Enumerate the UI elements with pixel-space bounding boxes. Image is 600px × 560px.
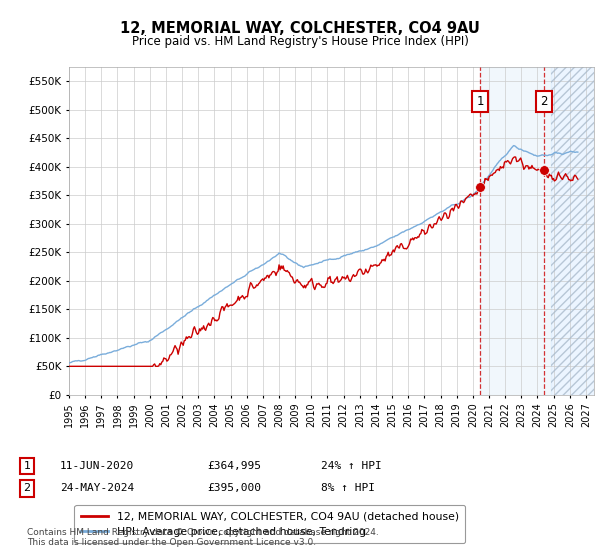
Text: £364,995: £364,995: [207, 461, 261, 471]
Text: 2: 2: [23, 483, 31, 493]
Text: Contains HM Land Registry data © Crown copyright and database right 2024.
This d: Contains HM Land Registry data © Crown c…: [27, 528, 379, 547]
Bar: [551, 67, 594, 395]
Text: 2: 2: [540, 95, 548, 108]
Bar: [480, 67, 551, 395]
Text: 12, MEMORIAL WAY, COLCHESTER, CO4 9AU: 12, MEMORIAL WAY, COLCHESTER, CO4 9AU: [120, 21, 480, 36]
Bar: [551, 67, 594, 395]
Legend: 12, MEMORIAL WAY, COLCHESTER, CO4 9AU (detached house), HPI: Average price, deta: 12, MEMORIAL WAY, COLCHESTER, CO4 9AU (d…: [74, 505, 465, 543]
Text: 24-MAY-2024: 24-MAY-2024: [60, 483, 134, 493]
Text: £395,000: £395,000: [207, 483, 261, 493]
Text: 8% ↑ HPI: 8% ↑ HPI: [321, 483, 375, 493]
Text: Price paid vs. HM Land Registry's House Price Index (HPI): Price paid vs. HM Land Registry's House …: [131, 35, 469, 48]
Text: 24% ↑ HPI: 24% ↑ HPI: [321, 461, 382, 471]
Text: 1: 1: [476, 95, 484, 108]
Text: 1: 1: [23, 461, 31, 471]
Text: 11-JUN-2020: 11-JUN-2020: [60, 461, 134, 471]
